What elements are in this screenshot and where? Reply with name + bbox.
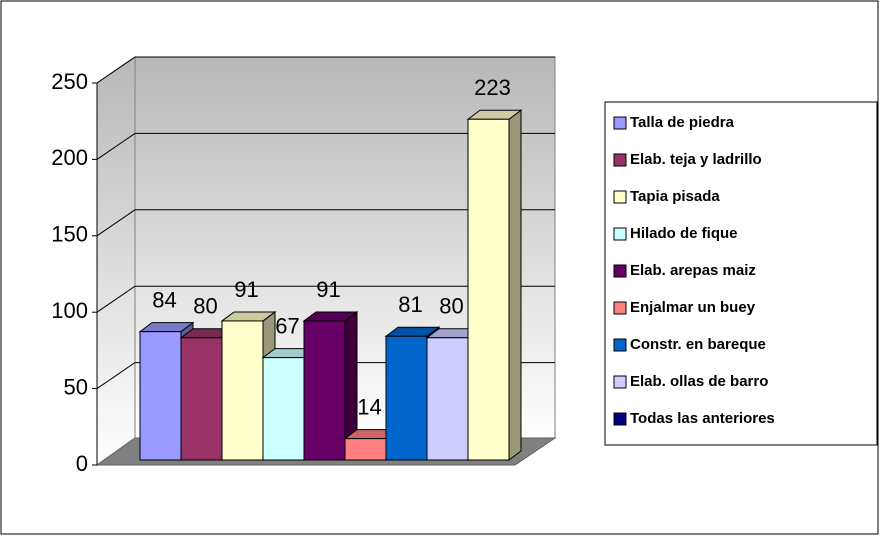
data-label: 91 bbox=[316, 277, 340, 302]
grid-line bbox=[96, 362, 136, 390]
legend-swatch bbox=[613, 190, 627, 204]
bar bbox=[467, 118, 510, 461]
legend-swatch bbox=[613, 301, 627, 315]
legend-swatch bbox=[613, 264, 627, 278]
legend-label: Enjalmar un buey bbox=[630, 299, 756, 316]
bar bbox=[139, 331, 182, 461]
bar bbox=[262, 357, 305, 461]
bar bbox=[344, 438, 387, 461]
bar bbox=[303, 320, 346, 461]
legend-swatch bbox=[613, 116, 627, 130]
bar bbox=[221, 320, 264, 461]
legend-label: Elab. arepas maiz bbox=[630, 262, 756, 279]
legend-swatch bbox=[613, 375, 627, 389]
data-label: 223 bbox=[474, 75, 511, 100]
legend-label: Tapia pisada bbox=[630, 188, 720, 205]
legend-swatch bbox=[613, 338, 627, 352]
y-tick-label: 150 bbox=[51, 222, 88, 247]
y-tick-label: 250 bbox=[51, 69, 88, 94]
grid-line bbox=[96, 56, 136, 84]
legend bbox=[604, 101, 878, 446]
legend-swatch bbox=[613, 412, 627, 426]
grid-line bbox=[96, 285, 136, 313]
data-label: 14 bbox=[357, 394, 381, 419]
legend-swatch bbox=[613, 227, 627, 241]
data-label: 84 bbox=[152, 287, 176, 312]
bar bbox=[385, 335, 428, 461]
data-label: 80 bbox=[439, 294, 463, 319]
side-wall bbox=[96, 56, 136, 466]
grid-line bbox=[96, 132, 136, 160]
data-label: 81 bbox=[398, 292, 422, 317]
bar bbox=[426, 337, 469, 461]
y-tick-label: 200 bbox=[51, 145, 88, 170]
data-label: 91 bbox=[234, 277, 258, 302]
legend-label: Elab. teja y ladrillo bbox=[630, 151, 762, 168]
legend-swatch bbox=[613, 153, 627, 167]
y-tick-label: 100 bbox=[51, 298, 88, 323]
data-label: 80 bbox=[193, 294, 217, 319]
legend-label: Elab. ollas de barro bbox=[630, 373, 768, 390]
bar bbox=[180, 337, 223, 461]
y-tick-label: 0 bbox=[76, 451, 88, 476]
legend-label: Hilado de fique bbox=[630, 225, 738, 242]
data-label: 67 bbox=[275, 313, 299, 338]
legend-label: Talla de piedra bbox=[630, 114, 735, 131]
legend-label: Todas las anteriores bbox=[630, 410, 775, 427]
y-tick-label: 50 bbox=[64, 374, 88, 399]
legend-label: Constr. en bareque bbox=[630, 336, 766, 353]
grid-line bbox=[96, 209, 136, 237]
bar-side bbox=[508, 109, 522, 461]
